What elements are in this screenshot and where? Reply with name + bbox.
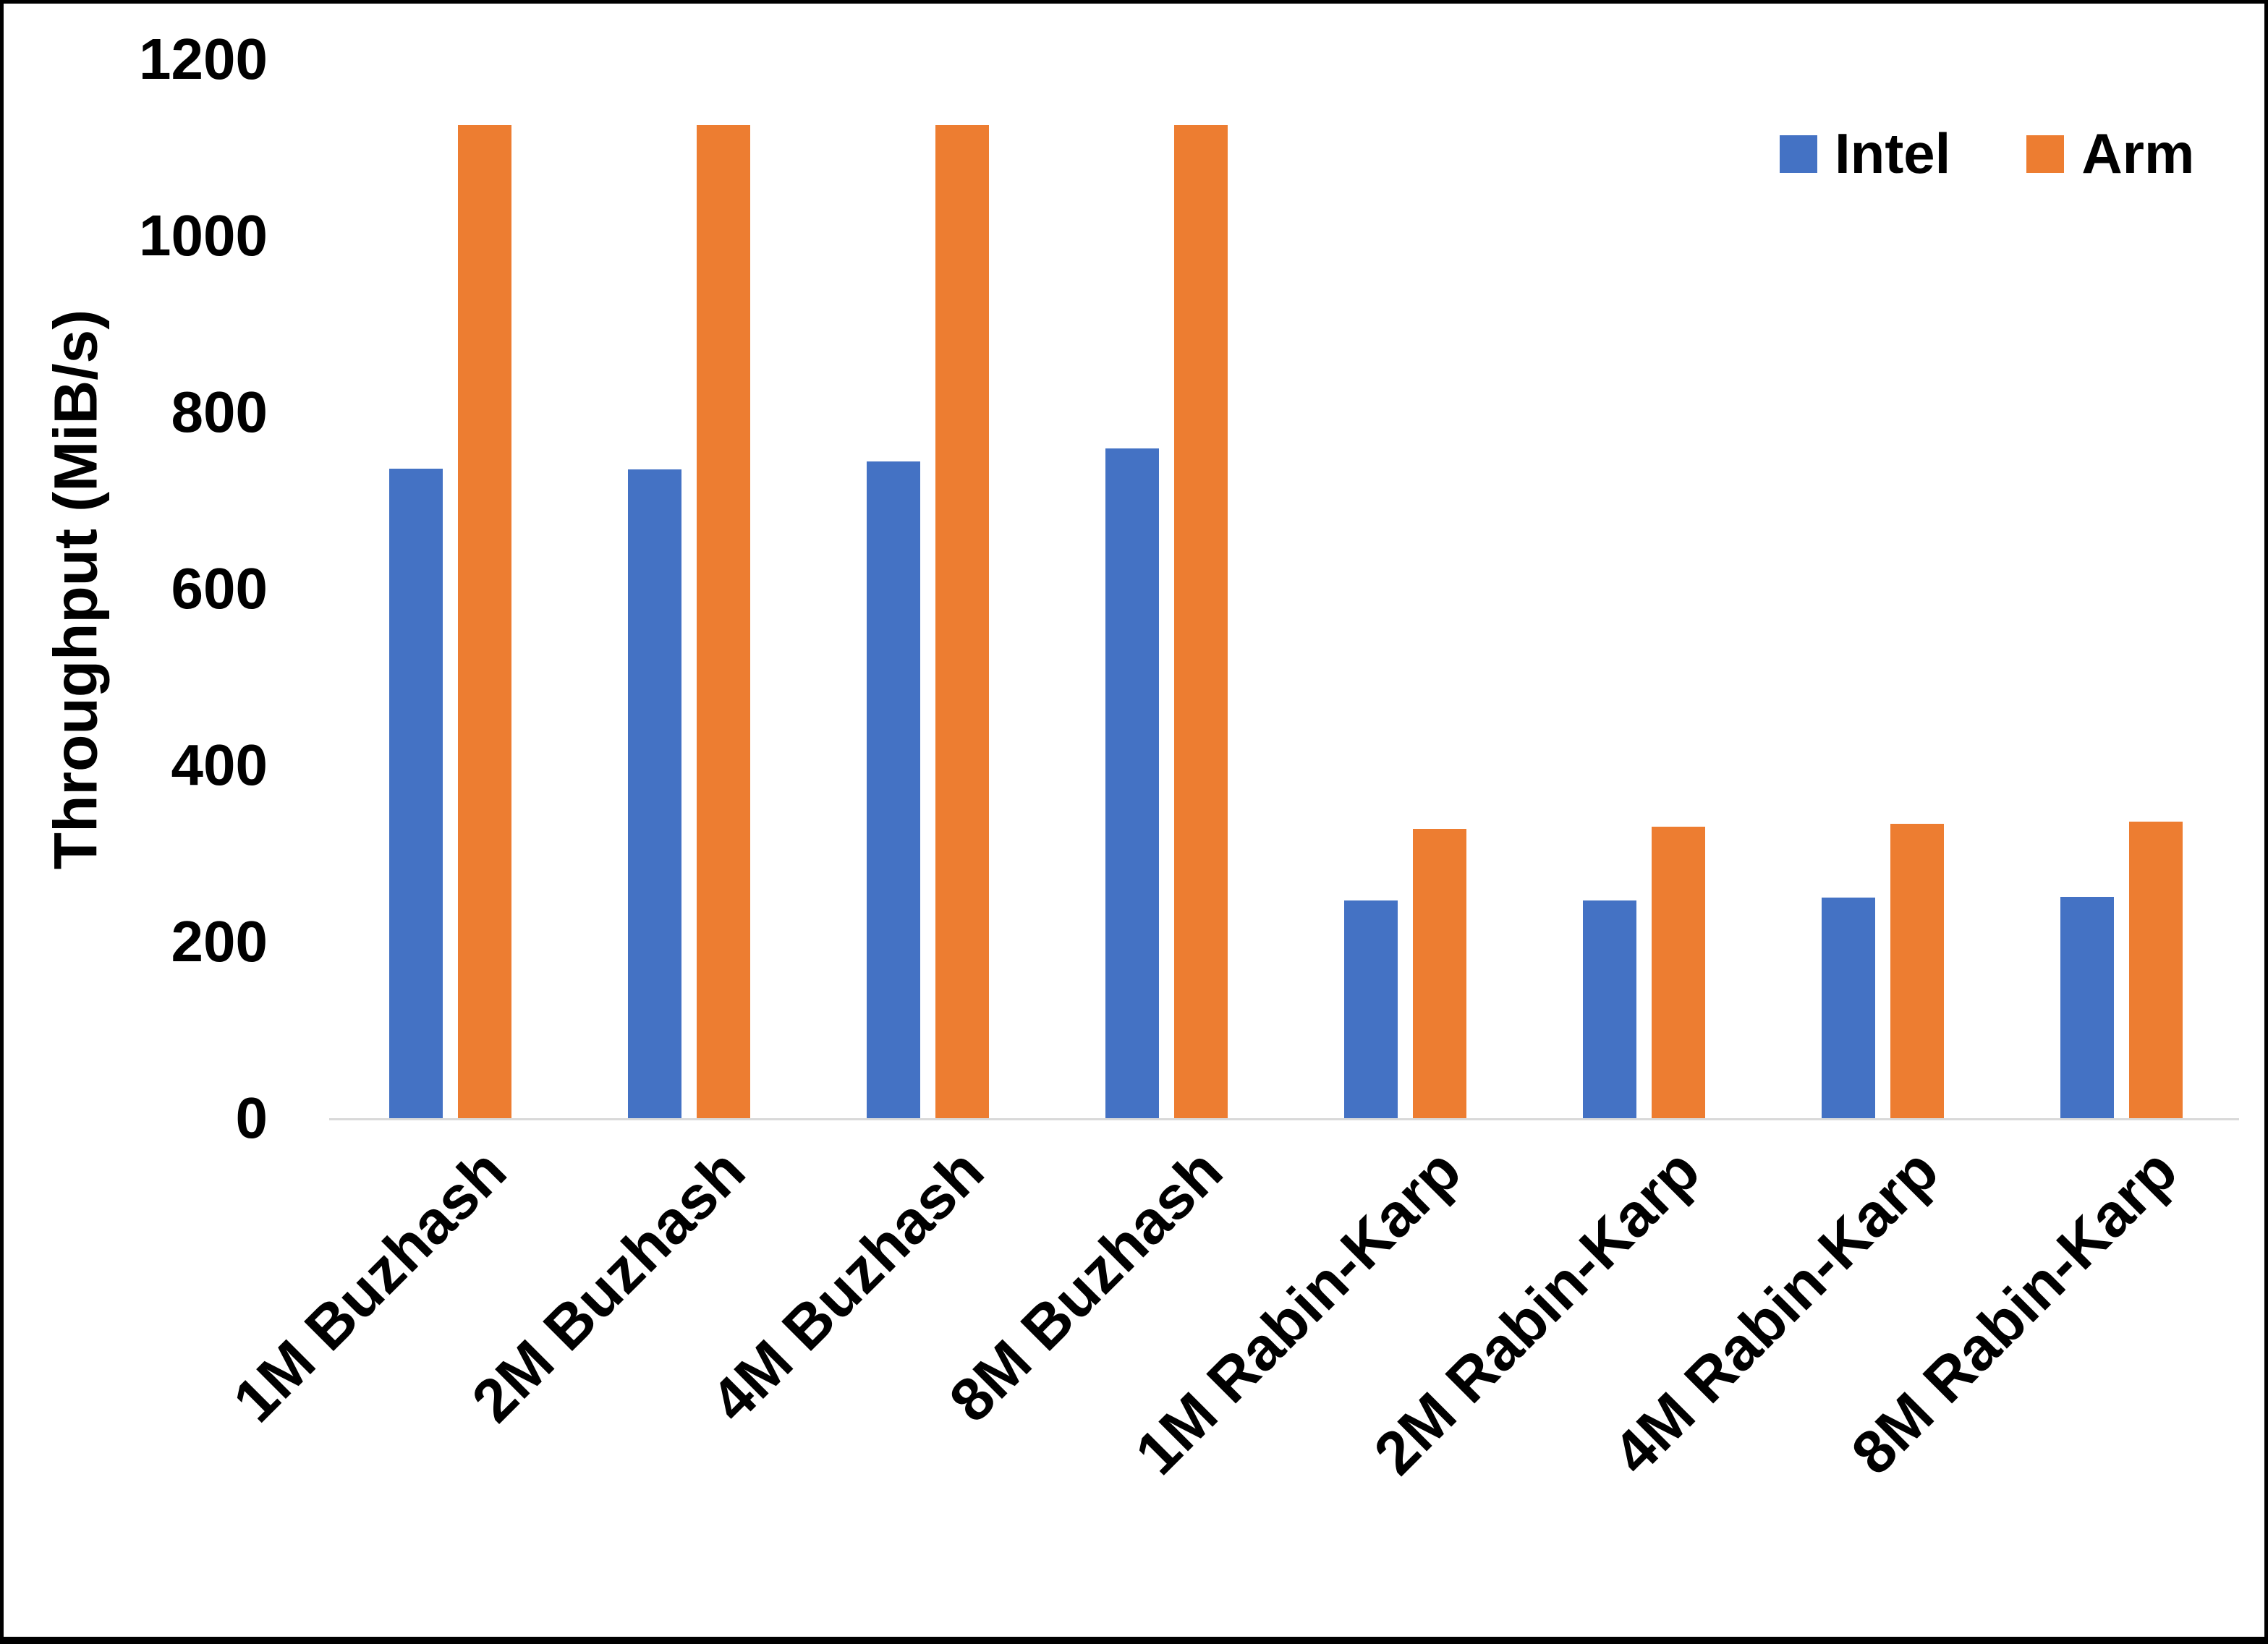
y-tick-label-200: 200 bbox=[171, 909, 268, 974]
legend-swatch-arm bbox=[2026, 135, 2065, 173]
plot-area bbox=[329, 4, 2239, 1120]
bar-intel-1m-rabin-karp bbox=[1344, 900, 1398, 1118]
legend-swatch-intel bbox=[1780, 135, 1817, 173]
y-tick-label-1000: 1000 bbox=[139, 203, 268, 268]
bar-intel-2m-buzhash bbox=[628, 469, 681, 1118]
legend-item-intel: Intel bbox=[1780, 121, 1950, 187]
legend-label-arm: Arm bbox=[2081, 122, 2195, 185]
x-axis-line bbox=[329, 1118, 2239, 1120]
bar-chart: Throughput (MiB/s) 0 200 400 600 800 1000 1200… bbox=[4, 4, 2268, 1637]
bar-arm-8m-rabin-karp bbox=[2129, 822, 2183, 1118]
bar-intel-1m-buzhash bbox=[389, 469, 443, 1118]
bar-intel-2m-rabin-karp bbox=[1583, 900, 1636, 1118]
bar-arm-2m-buzhash bbox=[697, 125, 750, 1118]
bar-arm-8m-buzhash bbox=[1174, 125, 1228, 1118]
legend-label-intel: Intel bbox=[1835, 122, 1951, 185]
bar-intel-4m-buzhash bbox=[867, 461, 920, 1118]
legend-item-arm: Arm bbox=[2026, 121, 2194, 187]
y-tick-label-400: 400 bbox=[171, 733, 268, 797]
y-tick-label-1200: 1200 bbox=[139, 27, 268, 91]
y-tick-label-0: 0 bbox=[235, 1086, 268, 1150]
bar-intel-4m-rabin-karp bbox=[1822, 898, 1875, 1118]
bar-arm-2m-rabin-karp bbox=[1652, 827, 1705, 1118]
bar-arm-4m-rabin-karp bbox=[1890, 824, 1944, 1118]
bar-intel-8m-buzhash bbox=[1105, 448, 1159, 1118]
legend: Intel Arm bbox=[1780, 121, 2194, 187]
bar-arm-4m-buzhash bbox=[935, 125, 989, 1118]
bar-arm-1m-rabin-karp bbox=[1413, 829, 1466, 1118]
bar-arm-1m-buzhash bbox=[458, 125, 511, 1118]
bar-intel-8m-rabin-karp bbox=[2060, 897, 2114, 1118]
y-tick-label-600: 600 bbox=[171, 556, 268, 621]
y-tick-label-800: 800 bbox=[171, 380, 268, 444]
